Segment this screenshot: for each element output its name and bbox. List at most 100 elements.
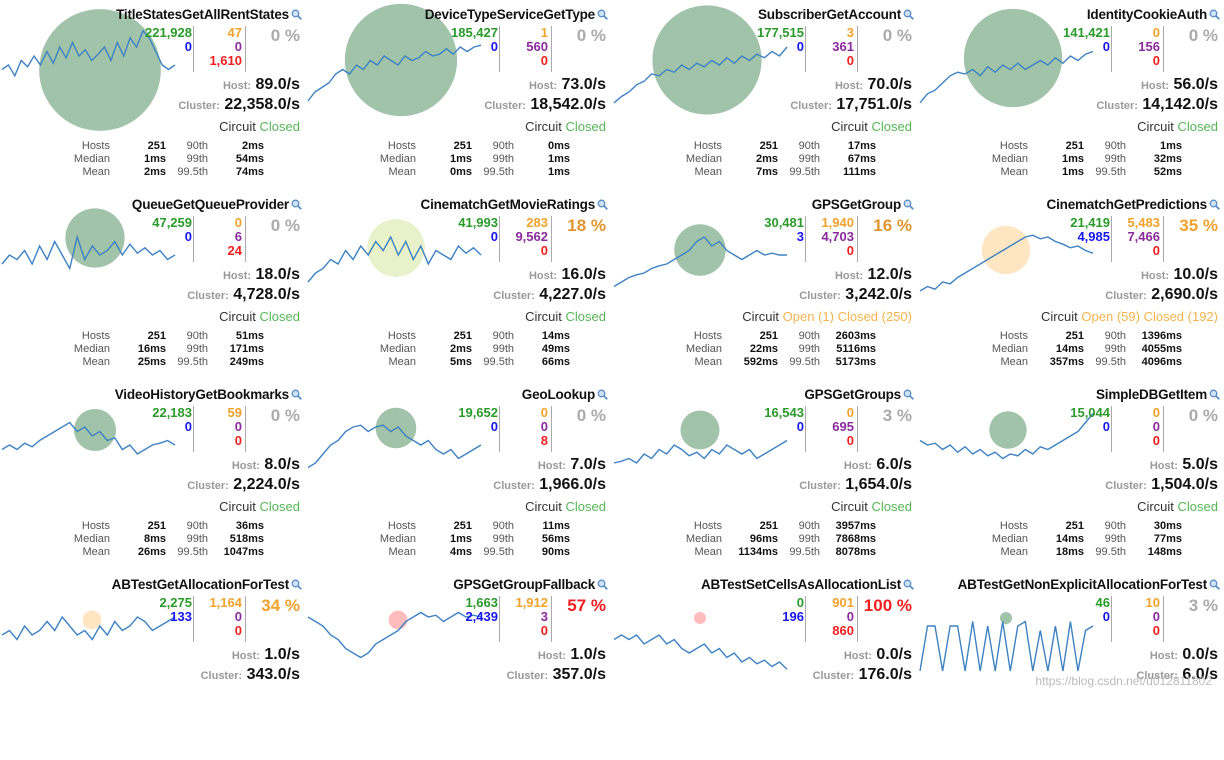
stat-value: 11ms [514, 520, 570, 533]
divider [499, 26, 500, 72]
circuit-name: GPSGetGroup [812, 197, 901, 212]
stat-label: 99th [166, 343, 208, 356]
divider [499, 406, 500, 452]
search-icon[interactable] [903, 578, 914, 589]
stat-value: 1396ms [1126, 330, 1182, 343]
stat-value: 251 [1028, 140, 1084, 153]
circuit-name: TitleStatesGetAllRentStates [116, 7, 289, 22]
search-icon[interactable] [597, 8, 608, 19]
divider [245, 596, 246, 642]
circuit-status: Circuit Closed [525, 309, 606, 324]
host-label: Host: [538, 650, 566, 662]
host-label: Host: [232, 650, 260, 662]
search-icon[interactable] [903, 8, 914, 19]
stat-label: 99th [1084, 153, 1126, 166]
cluster-label: Cluster: [484, 100, 526, 112]
error-percentage: 0 % [271, 216, 300, 236]
health-bubble [964, 9, 1062, 107]
stat-label: 90th [1084, 330, 1126, 343]
search-icon[interactable] [291, 198, 302, 209]
host-rate-value: 18.0/s [256, 266, 300, 283]
circuit-state: Closed [260, 119, 300, 134]
search-icon[interactable] [597, 578, 608, 589]
success-count: 221,928 [112, 26, 192, 40]
circuit-name: CinematchGetPredictions [1047, 197, 1207, 212]
search-icon[interactable] [291, 578, 302, 589]
stat-value: 16ms [110, 343, 166, 356]
cluster-label: Cluster: [493, 480, 535, 492]
search-icon[interactable] [1209, 198, 1220, 209]
search-icon[interactable] [291, 388, 302, 399]
circuit-title: VideoHistoryGetBookmarks [115, 387, 302, 402]
circuit-state: Closed [566, 309, 606, 324]
host-label: Host: [844, 460, 872, 472]
search-icon[interactable] [1209, 578, 1220, 589]
stat-label: 99.5th [1084, 546, 1126, 559]
stat-label: Hosts [680, 140, 722, 153]
search-icon[interactable] [597, 198, 608, 209]
cluster-label: Cluster: [187, 480, 229, 492]
search-icon[interactable] [291, 8, 302, 19]
search-icon[interactable] [597, 388, 608, 399]
search-icon[interactable] [1209, 8, 1220, 19]
failure-count: 0 [1114, 624, 1160, 638]
timeout-count: 1,912 [502, 596, 548, 610]
stat-value: 1ms [416, 153, 472, 166]
divider [551, 406, 552, 452]
timeout-count: 1 [502, 26, 548, 40]
host-rate: Host: 1.0/s [538, 646, 606, 664]
search-icon[interactable] [903, 198, 914, 209]
cluster-rate: Cluster: 176.0/s [813, 666, 912, 684]
divider [499, 596, 500, 642]
error-percentage: 16 % [873, 216, 912, 236]
stat-label: 90th [472, 520, 514, 533]
search-icon[interactable] [1209, 388, 1220, 399]
stat-label: Hosts [374, 140, 416, 153]
stat-label: Hosts [680, 520, 722, 533]
timeout-count: 0 [502, 406, 548, 420]
stat-value: 148ms [1126, 546, 1182, 559]
host-rate: Host: 8.0/s [232, 456, 300, 474]
search-icon[interactable] [903, 388, 914, 399]
cluster-label: Cluster: [799, 480, 841, 492]
health-bubble [389, 611, 408, 630]
divider [1163, 26, 1164, 72]
host-rate-value: 89.0/s [256, 76, 300, 93]
cluster-rate: Cluster: 3,242.0/s [799, 286, 912, 304]
timeout-count: 0 [196, 216, 242, 230]
stat-label: Hosts [68, 520, 110, 533]
circuit-status: Circuit Closed [219, 309, 300, 324]
stat-label: 99.5th [166, 356, 208, 369]
stat-label: Hosts [986, 330, 1028, 343]
cluster-rate-value: 176.0/s [859, 666, 912, 683]
